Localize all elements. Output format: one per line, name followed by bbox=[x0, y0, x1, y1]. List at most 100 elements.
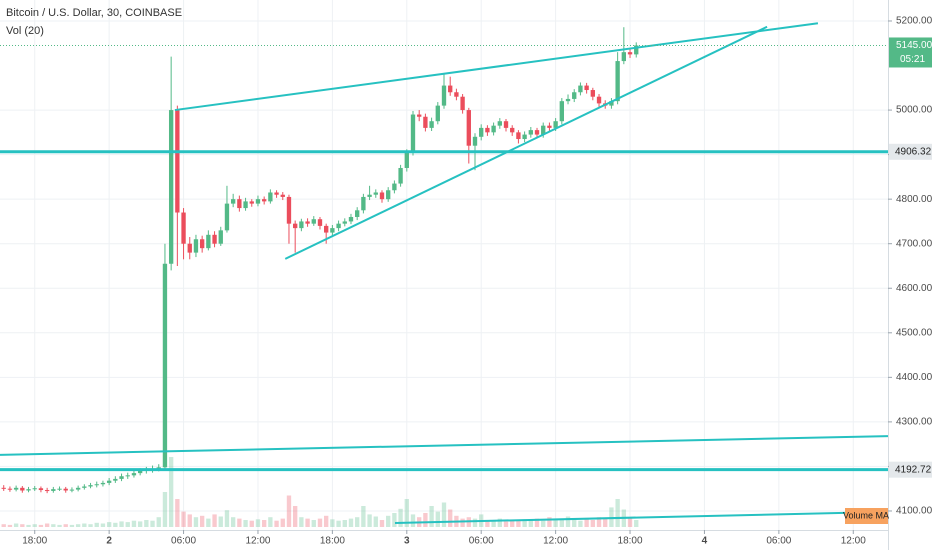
candle-body bbox=[20, 487, 25, 491]
x-tick-label: 12:00 bbox=[245, 536, 270, 547]
volume-bar bbox=[26, 524, 31, 527]
volume-bar bbox=[88, 524, 93, 527]
volume-bar bbox=[193, 517, 199, 527]
volume-bar bbox=[553, 520, 558, 527]
axes: 4100.004200.004300.004400.004500.004600.… bbox=[22, 16, 932, 547]
volume-bar bbox=[44, 523, 50, 527]
price-label-box bbox=[889, 461, 932, 478]
candle-body bbox=[534, 130, 540, 135]
volume-bar bbox=[311, 520, 316, 527]
volume-bar bbox=[324, 515, 329, 527]
candle-body bbox=[348, 216, 354, 222]
volume-bar bbox=[559, 518, 564, 527]
y-tick-label: 4100.00 bbox=[896, 506, 932, 517]
candle-body bbox=[324, 225, 329, 233]
candle-body bbox=[417, 114, 422, 117]
candle-body bbox=[206, 234, 211, 249]
countdown: 05:21 bbox=[900, 54, 925, 65]
volume-bar bbox=[367, 514, 372, 527]
candle-body bbox=[435, 105, 440, 122]
candle-body bbox=[379, 192, 385, 200]
volume-bar bbox=[503, 521, 509, 527]
volume-bar bbox=[286, 495, 292, 527]
volume-bar bbox=[293, 506, 298, 527]
volume-bar bbox=[572, 520, 577, 527]
candle-body bbox=[69, 489, 75, 491]
candle-body bbox=[249, 201, 254, 204]
candle-body bbox=[13, 487, 19, 490]
volume-bar bbox=[156, 517, 161, 527]
candle-body bbox=[466, 110, 471, 146]
volume-bar bbox=[168, 457, 174, 527]
candle-body bbox=[243, 201, 248, 209]
candle-body bbox=[429, 121, 434, 128]
volume-bar bbox=[348, 518, 354, 527]
candle-body bbox=[361, 196, 366, 211]
candle-body bbox=[355, 210, 360, 217]
volume-bar bbox=[261, 520, 267, 527]
candle-body bbox=[584, 85, 589, 91]
volume-bar bbox=[410, 514, 416, 527]
candle-body bbox=[193, 239, 199, 253]
volume-bar bbox=[113, 522, 118, 527]
candle-body bbox=[547, 125, 552, 128]
candle-body bbox=[404, 152, 409, 168]
volume-bar bbox=[634, 520, 639, 527]
volume-bar bbox=[7, 524, 13, 527]
candle-body bbox=[212, 234, 217, 244]
candle-body bbox=[311, 219, 316, 224]
candle-body bbox=[268, 192, 273, 202]
volume-bar bbox=[144, 520, 149, 527]
trend-line bbox=[174, 22, 819, 112]
volume-bar bbox=[150, 520, 155, 527]
candle-body bbox=[609, 101, 614, 106]
candle-body bbox=[88, 485, 93, 487]
candle-body bbox=[386, 190, 391, 200]
candle-body bbox=[528, 130, 533, 135]
volume-bar bbox=[379, 520, 385, 527]
candle-body bbox=[237, 199, 242, 209]
candle-body bbox=[485, 127, 490, 133]
volume-bar bbox=[299, 517, 304, 527]
candle-body bbox=[51, 489, 56, 491]
volume-bar bbox=[280, 518, 285, 527]
price-label: 4192.72 bbox=[895, 464, 932, 475]
candle-body bbox=[336, 223, 341, 229]
candle-body bbox=[181, 212, 186, 244]
candle-body bbox=[398, 167, 403, 184]
volume-bar bbox=[615, 499, 620, 527]
candle-body bbox=[448, 85, 453, 93]
volume-bar bbox=[199, 515, 205, 527]
trend-line bbox=[394, 510, 889, 525]
y-tick-label: 5000.00 bbox=[896, 105, 932, 116]
candle-body bbox=[38, 488, 44, 491]
candle-body bbox=[317, 219, 323, 226]
volume-bar bbox=[317, 518, 323, 527]
candle-body bbox=[280, 194, 285, 197]
candle-body bbox=[293, 223, 298, 229]
candle-body bbox=[510, 127, 515, 133]
volume-bar bbox=[125, 522, 130, 527]
volume-bar bbox=[51, 524, 56, 527]
candle-body bbox=[460, 96, 465, 111]
candle-body bbox=[106, 480, 112, 483]
candle-body bbox=[187, 243, 192, 253]
candle-body bbox=[1, 487, 6, 489]
volume-bar bbox=[565, 516, 571, 527]
grid bbox=[0, 0, 888, 530]
volume-bar bbox=[131, 520, 137, 527]
volume-bar bbox=[243, 520, 248, 527]
y-tick-label: 4600.00 bbox=[896, 283, 932, 294]
candle-body bbox=[578, 85, 583, 93]
volume-bar bbox=[69, 524, 75, 527]
candle-body bbox=[330, 228, 335, 233]
candle-body bbox=[596, 96, 602, 104]
candle-body bbox=[441, 85, 447, 106]
volume-bar bbox=[181, 511, 186, 527]
volume-bar bbox=[510, 520, 515, 527]
volume-bar bbox=[94, 522, 99, 527]
volume-bar bbox=[578, 520, 583, 527]
volume-bar bbox=[305, 518, 310, 527]
candle-body bbox=[491, 125, 496, 133]
candle-body bbox=[131, 473, 137, 476]
